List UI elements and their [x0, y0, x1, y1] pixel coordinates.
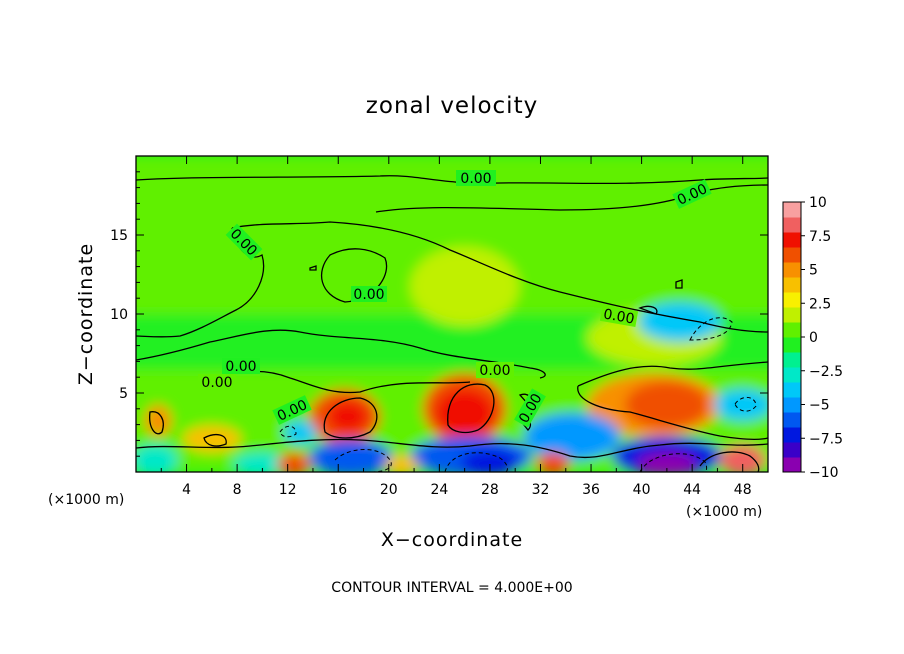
colorbar-tick-label: 5 [809, 263, 818, 279]
contour-line-negative [279, 425, 297, 438]
y-tick-label: 15 [110, 228, 128, 244]
contour-label: 0.00 [201, 375, 232, 391]
contour-line-negative [639, 453, 708, 472]
x-axis: 4 8 12 16 20 24 28 32 36 40 44 48 [160, 156, 752, 498]
colorbar: 10 7.5 5 2.5 0 −2.5 −5 −7.5 −10 [782, 195, 843, 481]
colorbar-segment [783, 427, 801, 443]
x-tick-label: 48 [734, 482, 752, 498]
x-tick-label: 36 [582, 482, 600, 498]
colorbar-segment [783, 367, 801, 383]
negative-contours [279, 317, 757, 472]
x-axis-title: X−coordinate [381, 529, 523, 551]
colorbar-segment [783, 292, 801, 308]
contour-line [323, 397, 378, 439]
field-region [536, 452, 570, 472]
x-unit-label-left: (×1000 m) [48, 492, 124, 508]
y-tick-label: 10 [110, 307, 128, 323]
chart-title: zonal velocity [366, 93, 538, 119]
colorbar-tick-label: −5 [809, 398, 830, 414]
field-region [233, 452, 292, 472]
colorbar-tick-label: 10 [809, 195, 827, 211]
contour-line-negative [444, 452, 508, 472]
colorbar-tick-label: −2.5 [809, 364, 843, 380]
x-tick-label: 4 [182, 482, 191, 498]
colorbar-tick-label: −10 [809, 465, 839, 481]
x-tick-label: 44 [683, 482, 701, 498]
colorbar-segment [783, 397, 801, 413]
contour-line [309, 265, 317, 271]
field-region [637, 302, 722, 342]
field-region [410, 246, 520, 326]
colorbar-segment [783, 202, 801, 218]
field-region [136, 444, 178, 472]
contour-line [375, 184, 768, 213]
contour-label: 0.00 [479, 363, 510, 379]
colorbar-segment [783, 217, 801, 233]
contour-line [675, 279, 683, 289]
field-region [308, 439, 393, 472]
plot-area: 0.00 0.00 0.00 0.00 0.00 0.00 0.00 0.00 … [136, 156, 768, 472]
y-tick-label: 5 [119, 386, 128, 402]
y-axis-title: Z−coordinate [75, 243, 97, 385]
field-region [624, 381, 709, 429]
x-tick-label: 20 [380, 482, 398, 498]
x-tick-label: 12 [279, 482, 297, 498]
contour-label: 0.00 [602, 306, 635, 327]
colorbar-segment [783, 232, 801, 248]
colorbar-segment [783, 322, 801, 338]
contour-line [638, 305, 658, 315]
colorbar-segment [783, 262, 801, 278]
contour-line [136, 329, 546, 379]
colorbar-segment [783, 442, 801, 458]
colorbar-segment [783, 337, 801, 353]
contour-line [149, 411, 164, 435]
colorbar-tick-label: 0 [809, 330, 818, 346]
contour-line [203, 433, 227, 447]
contour-line-negative [734, 397, 757, 412]
field-region [435, 389, 494, 437]
contour-labels: 0.00 0.00 0.00 0.00 0.00 0.00 0.00 0.00 … [198, 170, 712, 428]
colorbar-tick-label: −7.5 [809, 431, 843, 447]
x-tick-label: 16 [329, 482, 347, 498]
x-tick-label: 8 [233, 482, 242, 498]
colorbar-segment [783, 307, 801, 323]
contour-label: 0.00 [353, 287, 384, 303]
field-region [460, 449, 520, 472]
contour-line [231, 221, 768, 333]
colorbar-tick-label: 7.5 [809, 229, 831, 245]
contour-line-negative [334, 449, 392, 472]
field-region [523, 412, 621, 461]
x-tick-label: 32 [532, 482, 550, 498]
contour-line [577, 385, 768, 440]
field-region [277, 452, 311, 472]
field-region [327, 401, 368, 432]
contour-line [136, 438, 768, 459]
colorbar-segment [783, 277, 801, 293]
colorbar-tick-label: 2.5 [809, 296, 831, 312]
x-tick-label: 24 [430, 482, 448, 498]
contour-line [577, 361, 768, 387]
y-axis: 5 10 15 [110, 171, 768, 457]
field-region [144, 404, 172, 437]
colorbar-segment [783, 247, 801, 263]
contour-line [447, 383, 495, 434]
colorbar-segment [783, 352, 801, 368]
field-region [384, 455, 419, 472]
field-region [637, 452, 697, 472]
contour-interval-note: CONTOUR INTERVAL = 4.000E+00 [331, 580, 572, 596]
x-tick-label: 40 [633, 482, 651, 498]
contour-line-negative [689, 317, 733, 341]
x-tick-label: 28 [481, 482, 499, 498]
colorbar-segment [783, 412, 801, 428]
colorbar-segment [783, 457, 801, 473]
field-region [713, 389, 768, 421]
field-region [136, 156, 768, 235]
x-unit-label-right: (×1000 m) [686, 504, 762, 520]
contour-line [699, 451, 760, 472]
colorbar-segment [783, 382, 801, 398]
contour-label: 0.00 [460, 171, 491, 187]
contour-label: 0.00 [225, 359, 256, 375]
field-region [182, 425, 242, 453]
